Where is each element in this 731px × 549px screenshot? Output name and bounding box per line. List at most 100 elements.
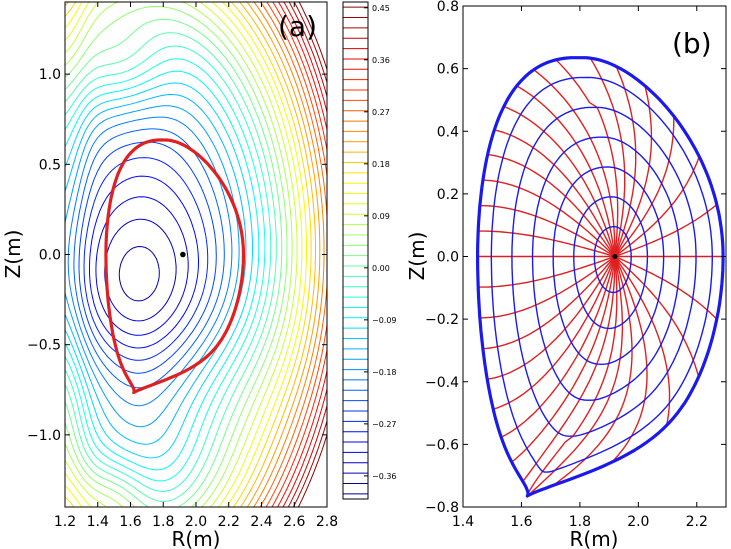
x-tick-label: 2.0 [627,514,649,530]
y-tick-label: −0.2 [425,312,459,328]
radial-line [511,256,616,463]
contour-level [65,58,266,482]
contour-level [271,2,327,507]
radial-line [614,156,700,258]
colorbar-tick-label: −0.36 [372,472,397,481]
x-tick-label: 1.2 [54,514,76,530]
contour-level [65,2,312,507]
colorbar-frame [342,1,369,500]
contour-level [265,2,327,507]
radial-line [614,255,718,320]
x-tick-label: 1.8 [569,514,591,530]
contour-level [104,218,177,322]
y-tick-label: 0.2 [437,187,459,203]
y-tick-label: 0.0 [39,248,61,264]
radial-line [478,255,616,288]
radial-line [614,255,700,378]
contour-level [65,2,298,507]
contour-level [83,157,209,361]
radial-line [614,116,675,257]
magnetic-axis-point-b [612,254,618,259]
radial-line [614,66,637,257]
colorbar-tick-label: −0.27 [372,420,397,429]
x-tick-label: 1.4 [87,514,109,530]
radial-line [503,105,616,257]
y-tick-label: 0.8 [437,0,459,15]
y-tick-label: 0.5 [39,157,61,173]
radial-line [527,256,624,497]
contour-level [65,2,293,507]
contour-level [65,45,272,492]
y-axis-ticks-b: −0.8 −0.6 −0.4 −0.2 0.0 0.2 0.4 0.6 0.8 [425,0,726,516]
x-tick-label: 2.4 [250,514,272,530]
contour-level [277,2,327,507]
panel-label-b: (b) [672,27,712,60]
radial-line [527,256,618,494]
boundary-surface [476,56,725,498]
contour-level [73,128,225,389]
y-tick-label: −0.5 [27,338,61,354]
contour-level [282,2,327,507]
colorbar-ticks: 0.45 0.36 0.27 0.18 0.09 0.00 −0.09 −0.18 −0.27 −… [364,4,397,481]
radial-line [589,57,626,257]
radial-line [479,204,616,258]
radial-line [479,255,616,319]
separatrix-group [104,138,246,395]
radial-line [614,256,671,426]
contour-level [65,6,288,507]
radial-line [500,256,616,438]
contour-level [65,94,247,445]
flux-surface [490,76,713,473]
colorbar-tick-label: 0.45 [372,4,390,13]
radial-line [552,256,633,487]
contour-level [65,18,283,507]
flux-surface [552,166,665,365]
contour-level [95,196,189,336]
contour-level [78,141,217,374]
y-axis-label-a: Z(m) [1,230,25,279]
flux-surface [573,196,649,330]
contour-level [65,32,277,502]
magnetic-axis-point [180,251,186,258]
contour-level [65,2,307,507]
colorbar-tick-label: 0.00 [372,264,390,273]
colorbar-tick-label: 0.27 [372,108,390,117]
flux-surfaces [476,56,725,498]
contour-level [65,70,260,471]
radial-line [482,256,616,350]
contour-lines [65,2,327,507]
radial-line [494,129,616,257]
y-tick-label: 0.0 [437,250,459,266]
contour-level [253,2,325,507]
y-axis-ticks-a: −1.0 −0.5 0.0 0.5 1.0 [27,67,327,444]
separatrix-curve [104,138,246,395]
y-tick-label: 0.6 [437,62,459,78]
radial-line [492,256,616,410]
radial-line [614,85,653,257]
flux-surface [511,106,697,437]
contour-level [65,2,316,507]
x-tick-label: 2.6 [283,514,305,530]
y-tick-label: −1.0 [27,428,61,444]
y-tick-label: −0.6 [425,437,459,453]
radial-line [611,256,648,463]
contour-level [67,116,233,407]
radial-line [487,153,616,257]
radial-line [522,256,616,482]
x-tick-label: 2.0 [185,514,207,530]
contour-level [297,2,327,507]
x-tick-label: 2.2 [686,514,708,530]
radial-line [478,230,616,258]
colorbar-tick-label: −0.09 [372,316,397,325]
x-axis-label-b: R(m) [570,527,619,549]
x-tick-label: 1.6 [119,514,141,530]
colorbar-tick-label: 0.36 [372,56,390,65]
radial-line [487,256,616,380]
x-tick-label: 2.8 [316,514,338,530]
contour-level [65,82,253,459]
radial-lines [477,57,724,497]
y-tick-label: −0.8 [425,500,459,516]
radial-line [555,59,619,257]
colorbar-tick-label: −0.18 [372,368,397,377]
y-tick-label: −0.4 [425,375,459,391]
